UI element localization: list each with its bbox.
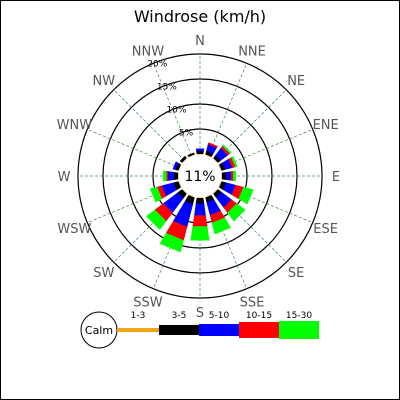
bar-sse-15-30 <box>211 217 231 235</box>
calm-label: Calm <box>85 324 113 337</box>
direction-label-n: N <box>195 34 205 49</box>
legend-label-1-3: 1-3 <box>131 311 146 321</box>
direction-label-nw: NW <box>93 74 116 89</box>
direction-label-w: W <box>58 170 71 185</box>
grid-ring-4 <box>77 53 323 299</box>
legend-label-15-30: 15-30 <box>286 311 312 321</box>
ring-label-1: 5% <box>179 129 194 139</box>
bar-sw-15-30 <box>146 209 167 230</box>
bar-e-15-30 <box>232 170 236 182</box>
chart-title: Windrose (km/h) <box>134 7 266 26</box>
bar-nw-3-5 <box>179 155 187 163</box>
ring-label-4: 20% <box>147 59 167 69</box>
direction-label-sse: SSE <box>240 296 265 311</box>
bar-ne-15-30 <box>222 144 232 154</box>
bar-wnw-5-10 <box>172 161 179 171</box>
bar-e-3-5 <box>222 172 227 180</box>
bar-w-15-30 <box>163 170 167 182</box>
direction-label-nne: NNE <box>238 44 266 59</box>
grid-spoke-nnw <box>152 63 192 156</box>
calm-percent-label: 11% <box>184 169 215 185</box>
grid-spoke-nne <box>208 63 248 156</box>
bar-s-5-10 <box>194 203 206 216</box>
bar-e-5-10 <box>225 171 232 181</box>
grid-spoke-wnw <box>87 128 180 168</box>
windrose-bars <box>146 142 254 253</box>
legend-swatch-1-3 <box>117 328 159 332</box>
legend-label-5-10: 5-10 <box>209 311 230 321</box>
bar-nne-10-15 <box>207 142 218 148</box>
direction-label-ne: NE <box>287 74 305 89</box>
ring-labels: 5% 10% 15% 20% <box>147 59 193 138</box>
bar-w-5-10 <box>167 171 175 181</box>
speed-legend: Calm 1-3 3-5 5-10 10-15 15-30 <box>80 311 319 349</box>
bar-wsw-15-30 <box>149 186 163 203</box>
grid-spoke-ene <box>220 128 313 168</box>
ring-label-2: 10% <box>166 105 186 115</box>
bar-ssw-15-30 <box>159 232 184 253</box>
legend-label-10-15: 10-15 <box>246 311 272 321</box>
direction-labels: N NNE NE ENE E ESE SE SSE S SSW SW WSW W WNW NW NNW <box>57 34 340 321</box>
direction-label-wnw: WNW <box>57 118 93 133</box>
direction-label-ssw: SSW <box>133 296 163 311</box>
bar-n-3-5 <box>196 150 204 154</box>
direction-label-s: S <box>196 306 204 321</box>
legend-label-3-5: 3-5 <box>172 311 187 321</box>
direction-label-e: E <box>332 170 340 185</box>
bar-nnw-3-5 <box>187 152 195 157</box>
bar-s-10-15 <box>192 215 208 227</box>
legend-swatch-15-30 <box>279 321 319 339</box>
legend-swatch-10-15 <box>239 322 279 338</box>
direction-label-nnw: NNW <box>132 44 164 59</box>
bar-e-10-15 <box>230 171 234 181</box>
bar-se-15-30 <box>227 203 246 222</box>
bar-s-3-5 <box>195 198 205 204</box>
direction-label-se: SE <box>288 266 304 281</box>
direction-label-wsw: WSW <box>57 222 91 237</box>
bar-s-15-30 <box>190 226 210 241</box>
bar-n-5-10 <box>195 148 205 152</box>
bar-ese-15-30 <box>238 186 254 205</box>
legend-swatch-5-10 <box>199 324 239 336</box>
direction-label-sw: SW <box>93 266 114 281</box>
direction-label-ese: ESE <box>313 222 338 237</box>
direction-label-ene: ENE <box>313 118 339 133</box>
bar-ene-15-30 <box>231 156 238 168</box>
legend-swatch-3-5 <box>159 325 199 335</box>
grid-spoke-nw <box>113 89 185 161</box>
ring-label-3: 15% <box>157 82 177 92</box>
bar-w-3-5 <box>173 172 178 180</box>
